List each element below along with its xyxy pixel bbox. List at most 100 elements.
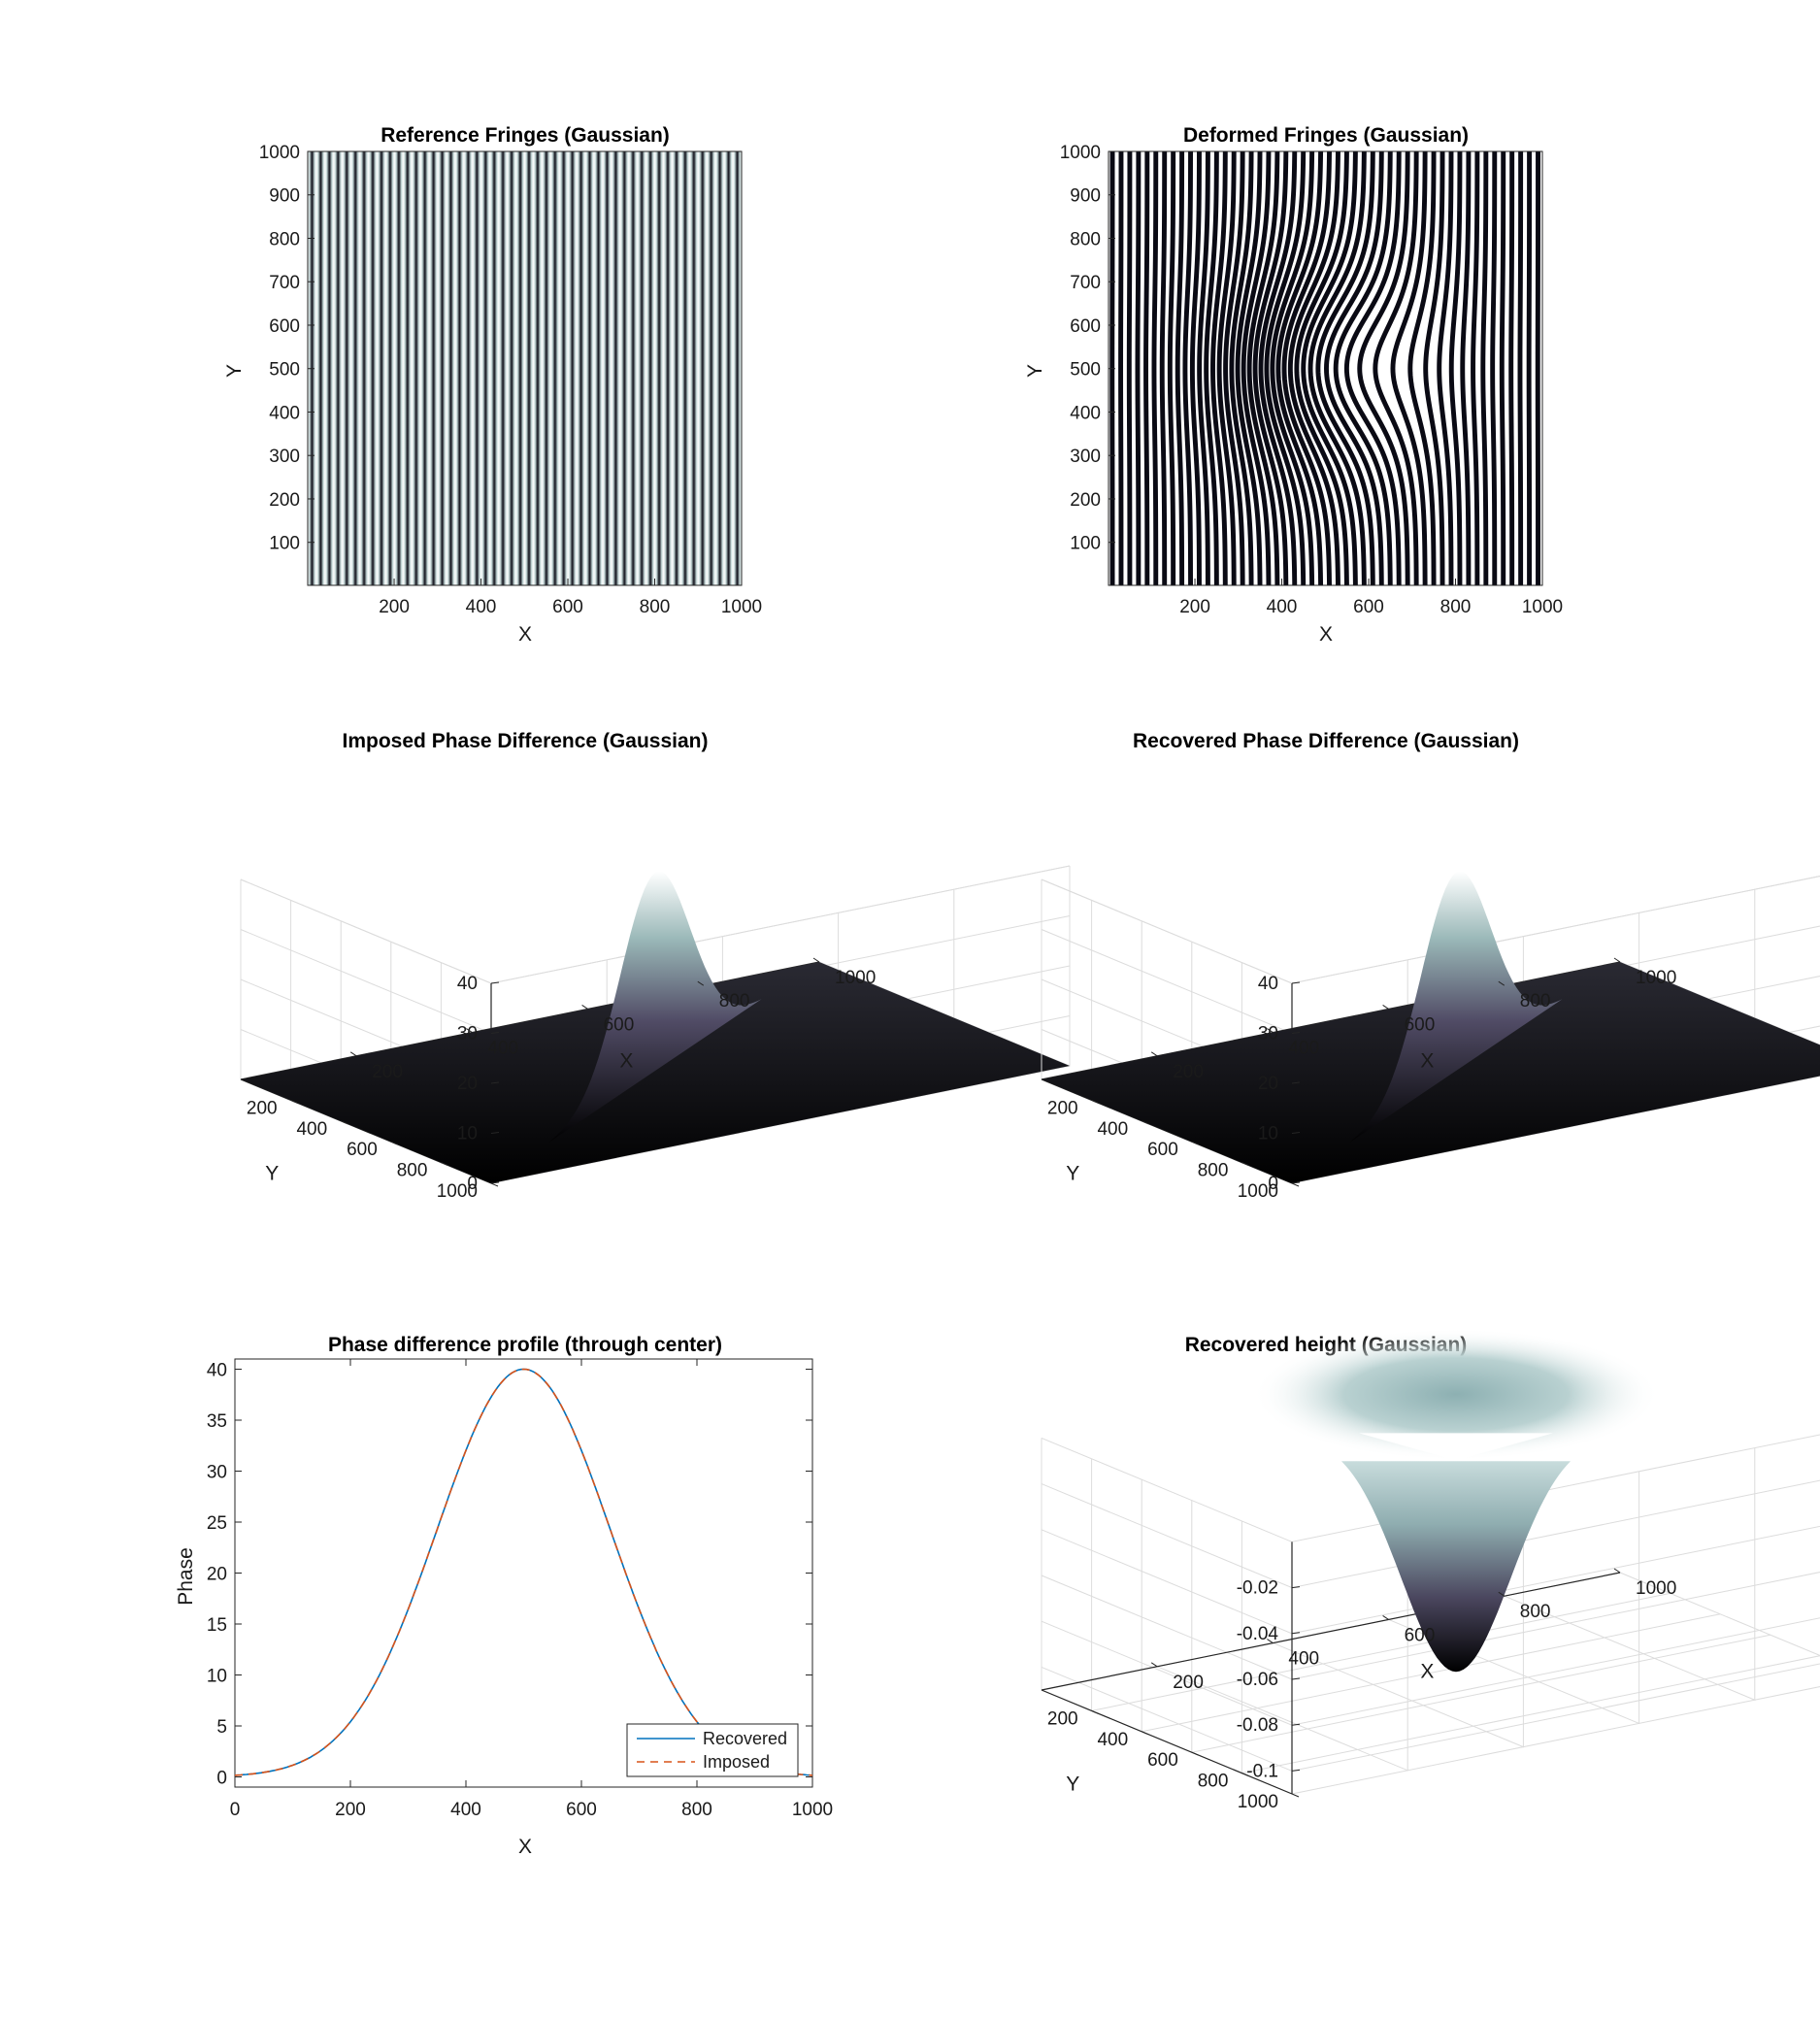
x-tick xyxy=(1382,1614,1389,1620)
y-tick-label: 100 xyxy=(269,534,300,554)
z-tick xyxy=(490,1032,500,1034)
fringe-line xyxy=(1423,150,1445,586)
z-tick xyxy=(490,981,500,984)
z-tick xyxy=(1291,1032,1301,1034)
surface-well xyxy=(1341,1461,1571,1673)
fringe-line xyxy=(1373,150,1419,586)
x-tick xyxy=(466,1028,473,1034)
z-tick xyxy=(490,1081,500,1084)
y-tick-label: 800 xyxy=(1198,1772,1229,1792)
x-tick-label: 800 xyxy=(719,991,750,1011)
fringe-line xyxy=(1307,150,1367,586)
y-tick-label: 600 xyxy=(1147,1140,1178,1160)
legend-label-recovered: Recovered xyxy=(703,1729,787,1748)
x-tick xyxy=(1267,1639,1274,1644)
x-tick xyxy=(1613,957,1621,963)
x-tick-label: 200 xyxy=(335,1800,366,1820)
z-tick-label: 20 xyxy=(457,1074,478,1094)
fringe-line xyxy=(1135,151,1142,585)
axes xyxy=(1041,1541,1621,1795)
y-tick-label: 20 xyxy=(207,1565,227,1585)
x-tick-label: 400 xyxy=(1288,1039,1319,1059)
y-tick-label: 300 xyxy=(1070,447,1101,467)
fringe-image xyxy=(308,151,742,585)
ticks: -0.02 -0.04 -0.06 -0.08 -0.1 200 400 600 800 1000… xyxy=(1047,1568,1676,1812)
x-tick-label: 800 xyxy=(1520,1602,1551,1622)
x-tick xyxy=(1150,1051,1158,1057)
fringe-line xyxy=(1159,151,1168,585)
y-tick xyxy=(1142,1731,1149,1736)
axes: 200 400 600 800 1000 100 200 300 400 500 600 700 800… xyxy=(1060,143,1563,617)
panel-phase-profile: Phase difference profile (through center… xyxy=(175,1334,833,1858)
z-tick xyxy=(1291,1723,1301,1726)
x-tick-label: 200 xyxy=(372,1062,403,1082)
legend-label-imposed: Imposed xyxy=(703,1752,770,1772)
y-tick xyxy=(390,1141,398,1145)
fringe-line xyxy=(1216,150,1237,586)
x-tick-label: 1000 xyxy=(792,1800,833,1820)
y-tick-label: 1000 xyxy=(259,143,300,163)
z-tick-label: 20 xyxy=(1258,1074,1278,1094)
x-tick xyxy=(1382,1004,1389,1010)
x-gridline xyxy=(1619,961,1820,1045)
y-tick xyxy=(1142,1120,1149,1125)
fringe-line xyxy=(1182,151,1193,585)
y-tick-label: 1000 xyxy=(1060,143,1101,163)
x-tick-label: 200 xyxy=(1173,1673,1204,1693)
chart-title: Imposed Phase Difference (Gaussian) xyxy=(343,730,709,752)
fringe-line xyxy=(1517,150,1524,586)
y-tick xyxy=(1191,1751,1199,1756)
x-axis-label: X xyxy=(619,1049,633,1072)
z-tick xyxy=(490,1132,500,1134)
z-tick xyxy=(1291,1081,1301,1084)
y-tick-label: 5 xyxy=(216,1717,227,1738)
x-tick-label: 200 xyxy=(379,597,410,617)
x-tick xyxy=(1498,980,1506,986)
fringe-line xyxy=(1252,150,1289,586)
fringe-line xyxy=(1480,151,1489,585)
x-tick-label: 1000 xyxy=(1522,597,1563,617)
z-tick-label: -0.04 xyxy=(1237,1624,1279,1644)
x-tick-label: 600 xyxy=(566,1800,597,1820)
y-tick-label: 900 xyxy=(1070,186,1101,207)
fringe-line xyxy=(1235,150,1263,586)
surface-base xyxy=(241,962,1070,1183)
fringe-line xyxy=(1407,150,1437,586)
x-axis-label: X xyxy=(1319,623,1333,646)
x-tick xyxy=(1267,1028,1274,1034)
panel-imposed-phase-3d: Imposed Phase Difference (Gaussian) 0 10 2… xyxy=(240,730,1071,1202)
fringe-line xyxy=(1210,150,1228,586)
y-tick-label: 800 xyxy=(269,229,300,249)
fringe-line xyxy=(1258,150,1298,586)
panel-recovered-height-3d: Recovered height (Gaussian) -0.02-0.04-0… xyxy=(1041,1328,1820,1812)
fringe-line xyxy=(1143,151,1150,585)
y-axis-label: Y xyxy=(1066,1162,1079,1184)
z-tick-label: 40 xyxy=(1258,974,1278,994)
fringe-line xyxy=(1241,150,1272,586)
x-axis-line xyxy=(1041,1572,1621,1691)
x-tick xyxy=(812,957,820,963)
chart-title: Phase difference profile (through center… xyxy=(328,1334,722,1356)
x-tick xyxy=(581,1004,588,1010)
fringe-line xyxy=(1197,150,1210,586)
fringe-line xyxy=(1324,150,1384,586)
surface xyxy=(241,871,1070,1183)
y-tick-label: 30 xyxy=(207,1463,227,1483)
y-tick-label: 300 xyxy=(269,447,300,467)
chart-title: Reference Fringes (Gaussian) xyxy=(381,124,670,147)
fringe-line xyxy=(1490,151,1498,585)
x-tick-label: 600 xyxy=(1405,1014,1436,1035)
y-tick-label: 1000 xyxy=(437,1181,478,1202)
y-tick-label: 200 xyxy=(247,1098,278,1118)
y-tick-label: 200 xyxy=(1047,1098,1078,1118)
x-tick-label: 400 xyxy=(1267,597,1298,617)
z-tick xyxy=(1291,981,1301,984)
x-axis-label: X xyxy=(518,623,532,646)
y-tick-label: 700 xyxy=(1070,273,1101,293)
fringe-line xyxy=(1189,151,1202,586)
x-tick xyxy=(1498,1591,1506,1597)
y-tick-label: 15 xyxy=(207,1615,227,1636)
y-tick-label: 600 xyxy=(1070,316,1101,337)
chart-title: Deformed Fringes (Gaussian) xyxy=(1183,124,1469,147)
